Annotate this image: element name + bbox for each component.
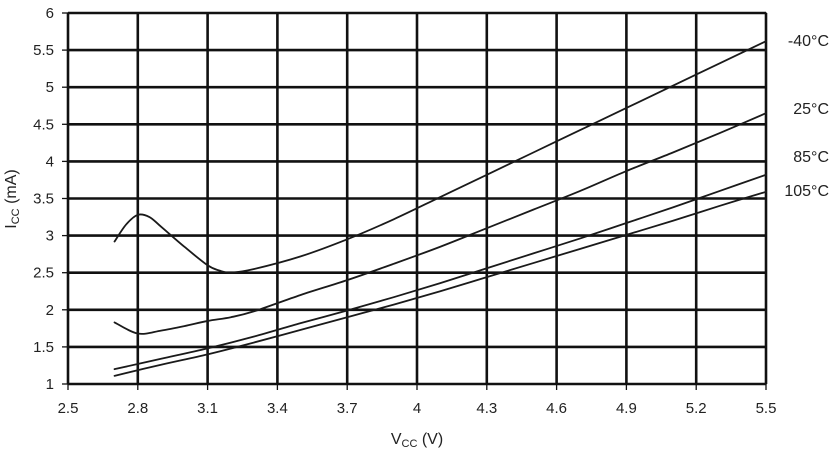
y-tick-label: 4 <box>46 153 54 170</box>
x-tick-label: 3.4 <box>267 400 288 417</box>
y-tick-label: 4.5 <box>33 116 54 133</box>
y-tick-label: 1.5 <box>33 339 54 356</box>
x-tick-label: 3.1 <box>197 400 218 417</box>
x-axis-title: VCC (V) <box>391 431 443 450</box>
y-tick-label: 6 <box>46 5 54 22</box>
series-label: 25°C <box>793 101 829 118</box>
x-tick-label: 5.5 <box>756 400 777 417</box>
series-label: 85°C <box>793 149 829 166</box>
tick-labels: 2.5 2.8 3.1 3.4 3.7 4 4.3 4.6 4.9 5.2 5.5 1 1.5 2 2.5 3… <box>33 5 776 417</box>
series-line <box>113 112 767 335</box>
x-tick-label: 3.7 <box>337 400 358 417</box>
series-labels: -40°C 25°C 85°C 105°C <box>784 33 829 200</box>
y-tick-label: 3.5 <box>33 191 54 208</box>
y-tick-label: 1 <box>46 376 54 393</box>
x-tick-label: 2.5 <box>58 400 79 417</box>
series-line <box>113 190 767 377</box>
x-tick-label: 4.6 <box>546 400 567 417</box>
series-line <box>113 40 767 274</box>
x-tick-label: 5.2 <box>686 400 707 417</box>
x-tick-label: 4.9 <box>616 400 637 417</box>
y-tick-label: 5.5 <box>33 42 54 59</box>
x-tick-label: 4 <box>413 400 421 417</box>
series-label: 105°C <box>784 183 829 200</box>
x-tick-label: 4.3 <box>476 400 497 417</box>
y-tick-label: 5 <box>46 79 54 96</box>
y-axis-title: ICC (mA) <box>3 169 22 228</box>
series-line <box>113 173 767 371</box>
y-tick-label: 2.5 <box>33 265 54 282</box>
grid <box>62 11 768 390</box>
series-label: -40°C <box>788 33 829 50</box>
series-lines <box>113 40 767 377</box>
x-tick-label: 2.8 <box>127 400 148 417</box>
y-tick-label: 3 <box>46 228 54 245</box>
y-tick-label: 2 <box>46 302 54 319</box>
